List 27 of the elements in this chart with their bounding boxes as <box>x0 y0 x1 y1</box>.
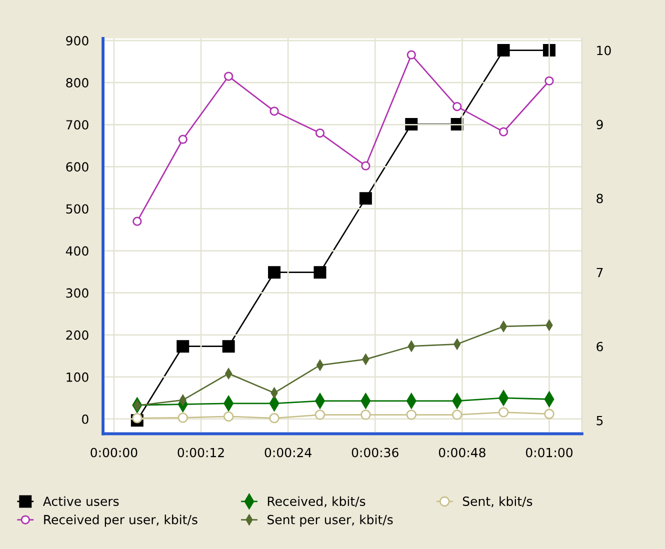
x-tick-label: 0:00:00 <box>90 448 138 458</box>
y2-tick-label: 7 <box>596 268 603 278</box>
y-tick-label: 300 <box>66 288 88 298</box>
y-tick-label: 600 <box>66 162 88 172</box>
y-tick-label: 200 <box>66 330 88 340</box>
y-tick-label: 800 <box>66 78 88 88</box>
y-tick-label: 700 <box>66 120 88 130</box>
y2-tick-label: 9 <box>596 120 603 130</box>
y-tick-label: 400 <box>66 246 88 256</box>
legend-label: Received, kbit/s <box>268 496 366 508</box>
x-tick-label: 0:00:36 <box>352 448 398 458</box>
y2-tick-label: 6 <box>596 342 603 352</box>
x-tick-label: 0:01:00 <box>526 448 572 458</box>
legend-label: Sent, kbit/s <box>462 496 532 508</box>
y-tick-label: 0 <box>82 414 88 424</box>
y-tick-label: 500 <box>66 204 88 214</box>
y2-tick-label: 8 <box>596 194 603 204</box>
x-tick-label: 0:00:24 <box>264 448 312 458</box>
x-tick-label: 0:00:12 <box>178 448 224 458</box>
legend-label: Received per user, kbit/s <box>44 514 198 527</box>
legend-label: Sent per user, kbit/s <box>268 514 393 527</box>
y2-tick-label: 5 <box>596 416 603 426</box>
x-tick-label: 0:00:48 <box>438 448 486 458</box>
y-tick-label: 900 <box>66 36 88 46</box>
y2-tick-label: 10 <box>597 46 611 56</box>
y-tick-label: 100 <box>66 372 88 382</box>
legend-label: Active users <box>43 496 119 506</box>
